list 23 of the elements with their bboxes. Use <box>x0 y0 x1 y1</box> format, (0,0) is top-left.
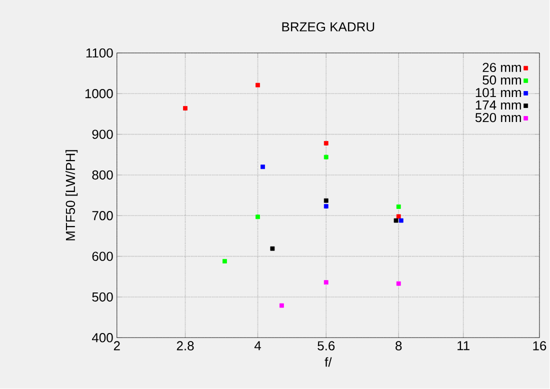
x-tick-label: 5.6 <box>318 341 335 351</box>
y-tick-label: 1000 <box>85 89 113 98</box>
x-tick-label: 2 <box>114 341 120 350</box>
legend-label: 26 mm <box>482 63 521 72</box>
legend-label: 50 mm <box>482 76 521 85</box>
legend-label: 174 mm <box>476 100 521 110</box>
y-tick-label: 700 <box>92 211 113 220</box>
y-tick-label: 400 <box>92 333 113 342</box>
x-tick-label: 16 <box>533 341 546 351</box>
legend-label: 520 mm <box>475 113 521 122</box>
chart-title: BRZEG KADRU <box>282 22 374 32</box>
x-tick-label: 2.8 <box>176 341 194 351</box>
y-tick-label: 600 <box>92 252 113 262</box>
x-tick-label: 8 <box>396 341 402 351</box>
x-tick-label: 11 <box>458 341 470 350</box>
y-tick-label: 900 <box>92 130 113 140</box>
y-tick-label: 800 <box>92 170 113 180</box>
y-axis-title: MTF50 [LW/PH] <box>65 150 78 240</box>
y-tick-label: 500 <box>92 292 113 302</box>
x-axis-title: f/ <box>324 357 332 367</box>
x-tick-label: 4 <box>254 341 261 350</box>
legend-label: 101 mm <box>476 88 521 98</box>
y-tick-label: 1100 <box>86 48 113 58</box>
